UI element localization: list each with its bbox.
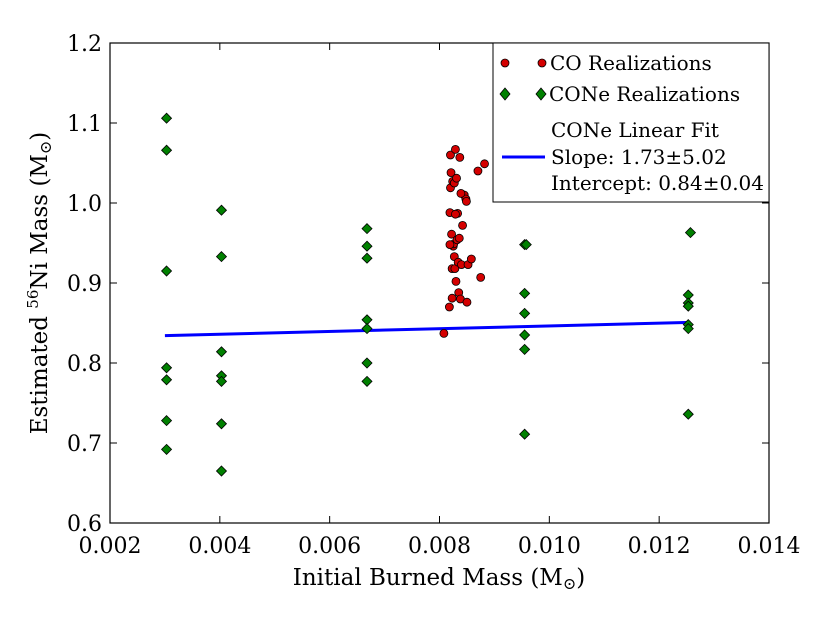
co-point bbox=[476, 272, 486, 282]
co-point bbox=[447, 229, 456, 239]
co-point bbox=[454, 233, 464, 243]
co-point bbox=[455, 152, 465, 162]
legend: CO Realizations CONe Realizations CONe L… bbox=[492, 42, 770, 203]
cone-point bbox=[519, 287, 531, 299]
co-point bbox=[456, 188, 466, 198]
cone-point bbox=[160, 415, 173, 427]
x-tick-label: 0.006 bbox=[298, 534, 361, 559]
x-tick-label: 0.002 bbox=[79, 534, 142, 559]
x-axis-sun-symbol: ⊙ bbox=[563, 574, 576, 593]
legend-fit-slope: Slope: 1.73±5.02 bbox=[551, 145, 727, 169]
cone-point bbox=[682, 408, 694, 420]
legend-fit-intercept: Intercept: 0.84±0.04 bbox=[551, 171, 764, 195]
cone-point bbox=[215, 418, 228, 430]
cone-point bbox=[519, 329, 531, 341]
co-point bbox=[446, 150, 455, 160]
cone-point bbox=[160, 265, 173, 277]
cone-point bbox=[519, 307, 531, 319]
cone-point bbox=[519, 428, 531, 440]
y-tick-label: 1.0 bbox=[67, 192, 102, 217]
co-point bbox=[462, 297, 472, 307]
x-tick-label: 0.010 bbox=[518, 534, 581, 559]
co-point bbox=[462, 196, 471, 206]
cone-point bbox=[361, 252, 373, 264]
x-tick-label: 0.012 bbox=[628, 534, 691, 559]
co-point bbox=[451, 144, 460, 154]
cone-point bbox=[361, 223, 373, 235]
cone-point bbox=[215, 204, 228, 216]
co-point bbox=[458, 220, 467, 230]
legend-co-label: CO Realizations bbox=[550, 51, 712, 75]
plot-frame bbox=[109, 42, 770, 524]
co-point bbox=[439, 328, 449, 338]
co-point bbox=[451, 276, 461, 286]
co-point bbox=[447, 293, 457, 303]
cone-point bbox=[361, 323, 373, 335]
co-point bbox=[445, 240, 455, 250]
y-tick-label: 0.8 bbox=[67, 352, 102, 377]
cone-point bbox=[160, 144, 173, 156]
cone-point bbox=[684, 227, 697, 239]
legend-co-marker-2 bbox=[537, 58, 547, 68]
legend-cone-marker-1 bbox=[499, 87, 511, 101]
cone-point bbox=[160, 374, 173, 386]
fit-layer bbox=[164, 320, 691, 338]
cone-point bbox=[215, 346, 228, 358]
co-point bbox=[451, 209, 460, 219]
fit-line bbox=[164, 320, 691, 338]
x-tick-label: 0.004 bbox=[188, 534, 251, 559]
co-points bbox=[439, 144, 489, 338]
co-point bbox=[473, 166, 483, 176]
co-point bbox=[444, 302, 454, 312]
co-point bbox=[452, 173, 461, 183]
y-tick-label: 1.2 bbox=[67, 32, 102, 57]
cone-point bbox=[361, 375, 373, 387]
y-axis-label: Estimated 56Ni Mass (M⊙) bbox=[24, 132, 55, 435]
x-tick-label: 0.014 bbox=[738, 534, 801, 559]
legend-cone-marker-2 bbox=[535, 87, 547, 101]
cone-point bbox=[160, 362, 173, 374]
y-axis-sun-symbol: ⊙ bbox=[36, 141, 55, 154]
cone-point bbox=[160, 443, 173, 455]
cone-point bbox=[215, 375, 228, 387]
cone-point bbox=[682, 323, 694, 335]
cone-point bbox=[520, 239, 532, 251]
legend-cone-label: CONe Realizations bbox=[549, 82, 740, 106]
cone-point bbox=[519, 343, 531, 355]
cone-point bbox=[361, 240, 373, 252]
y-tick-label: 0.6 bbox=[67, 512, 102, 537]
co-point bbox=[466, 254, 476, 264]
y-tick-label: 1.1 bbox=[67, 112, 102, 137]
cone-point bbox=[361, 357, 373, 369]
legend-fit-label: CONe Linear Fit bbox=[551, 118, 719, 142]
cone-point bbox=[160, 112, 173, 124]
cone-points bbox=[160, 112, 697, 477]
cone-point bbox=[215, 465, 228, 477]
legend-box bbox=[492, 42, 770, 203]
y-tick-label: 0.7 bbox=[67, 432, 102, 457]
co-point bbox=[480, 159, 489, 169]
ticks: 0.002 0.004 0.006 0.008 0.010 0.012 0.014 0.6 0.… bbox=[67, 32, 800, 559]
y-tick-label: 0.9 bbox=[67, 272, 102, 297]
x-tick-label: 0.008 bbox=[408, 534, 471, 559]
cone-point bbox=[215, 251, 228, 263]
x-axis-label: Initial Burned Mass (M⊙) bbox=[293, 565, 586, 593]
legend-co-marker-1 bbox=[500, 58, 510, 68]
co-point bbox=[446, 168, 456, 178]
cone-point bbox=[682, 300, 694, 312]
